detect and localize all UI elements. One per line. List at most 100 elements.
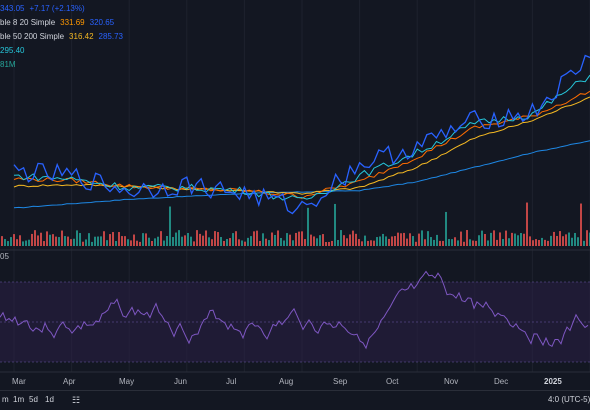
ma-8-20-legend[interactable]: ble 8 20 Simple 331.69 320.65 bbox=[0, 18, 119, 28]
volume-bar bbox=[289, 234, 291, 246]
volume-bar bbox=[265, 238, 267, 246]
xaxis-label-apr: Apr bbox=[63, 377, 76, 386]
volume-bar bbox=[205, 230, 207, 246]
volume-bar bbox=[568, 232, 570, 246]
volume-bar bbox=[22, 241, 24, 246]
volume-bar bbox=[523, 233, 525, 246]
volume-bar bbox=[403, 232, 405, 246]
volume-bar bbox=[559, 231, 561, 246]
volume-bar bbox=[391, 236, 393, 246]
volume-bar bbox=[484, 234, 486, 246]
xaxis-label-may: May bbox=[119, 377, 135, 386]
volume-bar bbox=[115, 241, 117, 246]
volume-bar bbox=[274, 234, 276, 246]
timeframe-button-5d[interactable]: 5d bbox=[29, 395, 38, 404]
volume-bar bbox=[28, 239, 30, 246]
volume-bar bbox=[364, 235, 366, 246]
xaxis-label-jun: Jun bbox=[174, 377, 187, 386]
volume-bar bbox=[526, 202, 528, 246]
volume-bar bbox=[61, 230, 63, 246]
volume-bar bbox=[490, 232, 492, 246]
volume-bar bbox=[565, 234, 567, 246]
ma-8-20-label: ble 8 20 Simple bbox=[0, 18, 56, 27]
volume-bar bbox=[400, 233, 402, 246]
volume-bar bbox=[442, 240, 444, 246]
ma-50-200-legend[interactable]: ble 50 200 Simple 316.42 285.73 bbox=[0, 32, 128, 42]
volume-bar bbox=[190, 236, 192, 246]
volume-bar bbox=[412, 236, 414, 246]
volume-bar bbox=[301, 231, 303, 246]
volume-bar bbox=[445, 211, 447, 246]
volume-bar bbox=[157, 236, 159, 246]
volume-bar bbox=[145, 233, 147, 246]
volume-bar bbox=[331, 240, 333, 246]
volume-bar bbox=[250, 236, 252, 246]
volume-bar bbox=[571, 237, 573, 246]
volume-bar bbox=[448, 239, 450, 246]
volume-bar bbox=[1, 236, 3, 246]
volume-bar bbox=[154, 238, 156, 246]
volume-bar bbox=[439, 240, 441, 246]
volume-bar bbox=[298, 231, 300, 246]
volume-bar bbox=[181, 236, 183, 246]
volume-bar bbox=[241, 240, 243, 246]
volume-bar bbox=[574, 232, 576, 246]
timeframe-button-1m[interactable]: 1m bbox=[13, 395, 25, 404]
volume-bar bbox=[121, 236, 123, 246]
volume-bar bbox=[427, 231, 429, 246]
volume-bar bbox=[358, 239, 360, 246]
volume-bar bbox=[79, 233, 81, 246]
volume-bar bbox=[271, 232, 273, 246]
volume-bar bbox=[178, 230, 180, 246]
ma-50-value: 316.42 bbox=[69, 32, 94, 41]
volume-bar bbox=[385, 236, 387, 246]
time-readout[interactable]: 4:0 (UTC-5) bbox=[548, 395, 590, 404]
volume-bar bbox=[76, 230, 78, 246]
price-change: +7.17 (+2.13%) bbox=[29, 4, 85, 13]
volume-bar bbox=[82, 241, 84, 246]
volume-bar bbox=[109, 234, 111, 246]
calendar-icon[interactable]: ☷ bbox=[72, 395, 81, 405]
volume-bar bbox=[187, 232, 189, 246]
xaxis-label-nov: Nov bbox=[444, 377, 459, 386]
volume-bar bbox=[556, 235, 558, 246]
volume-bar bbox=[184, 235, 186, 246]
ma20-series-line bbox=[13, 90, 590, 199]
timeframe-button-1d[interactable]: 1d bbox=[45, 395, 54, 404]
volume-bar bbox=[136, 240, 138, 246]
volume-bar bbox=[106, 240, 108, 246]
volume-bar bbox=[37, 235, 39, 246]
volume-bar bbox=[376, 237, 378, 246]
volume-bar bbox=[253, 231, 255, 246]
price-series-line bbox=[13, 54, 590, 215]
volume-bar bbox=[502, 239, 504, 246]
volume-bar bbox=[220, 236, 222, 246]
volume-bar bbox=[67, 236, 69, 246]
volume-bar bbox=[451, 239, 453, 246]
ma8-series-line bbox=[13, 74, 590, 201]
xaxis-label-dec: Dec bbox=[494, 377, 509, 386]
volume-bar bbox=[499, 232, 501, 246]
timeframe-button-m[interactable]: m bbox=[2, 395, 9, 404]
volume-bar bbox=[223, 240, 225, 246]
volume-bar bbox=[16, 239, 18, 246]
volume-bar bbox=[469, 239, 471, 246]
price-value: 343.05 bbox=[0, 4, 25, 13]
volume-bar bbox=[262, 233, 264, 246]
volume-bar bbox=[148, 237, 150, 246]
volume-bar bbox=[511, 232, 513, 246]
volume-bar bbox=[208, 237, 210, 246]
volume-bar bbox=[538, 239, 540, 246]
volume-bar bbox=[379, 236, 381, 246]
rsi-legend: 05 bbox=[0, 252, 14, 262]
extra-ma-legend: 295.40 bbox=[0, 46, 29, 56]
volume-bar bbox=[124, 236, 126, 246]
volume-bar bbox=[433, 239, 435, 246]
volume-bar bbox=[577, 237, 579, 246]
xaxis-label-2025: 2025 bbox=[544, 377, 562, 386]
volume-bar bbox=[85, 239, 87, 246]
volume-bar bbox=[40, 232, 42, 246]
rsi-line bbox=[0, 270, 589, 350]
